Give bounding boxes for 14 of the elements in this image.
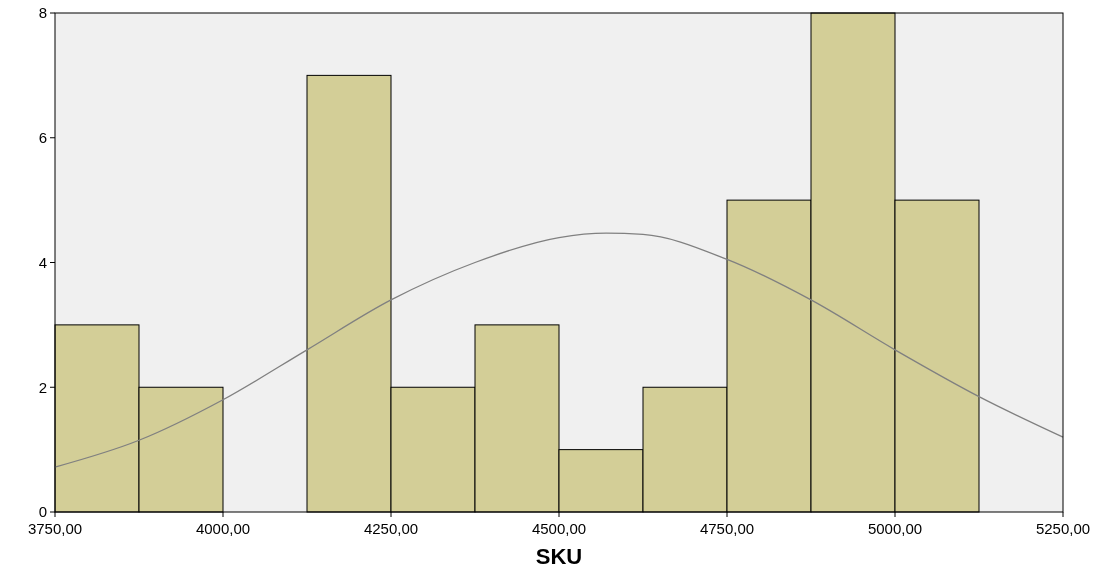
y-tick-label: 6 xyxy=(38,129,47,146)
x-tick-label: 5250,00 xyxy=(1035,520,1091,537)
x-axis-title: SKU xyxy=(535,544,583,569)
x-tick-label: 4000,00 xyxy=(195,520,251,537)
y-tick-label: 2 xyxy=(38,378,47,396)
y-tick-label: 0 xyxy=(38,503,47,521)
x-tick-label: 3750,00 xyxy=(27,520,83,537)
line-series xyxy=(54,232,1064,468)
x-tick-label: 4250,00 xyxy=(363,520,419,537)
x-tick-label: 4500,00 xyxy=(531,520,587,537)
y-tick-label: 4 xyxy=(38,253,47,271)
x-tick-label: 5000,00 xyxy=(867,520,923,537)
x-tick-label: 4750,00 xyxy=(699,520,755,537)
y-tick-label: 8 xyxy=(38,4,47,22)
